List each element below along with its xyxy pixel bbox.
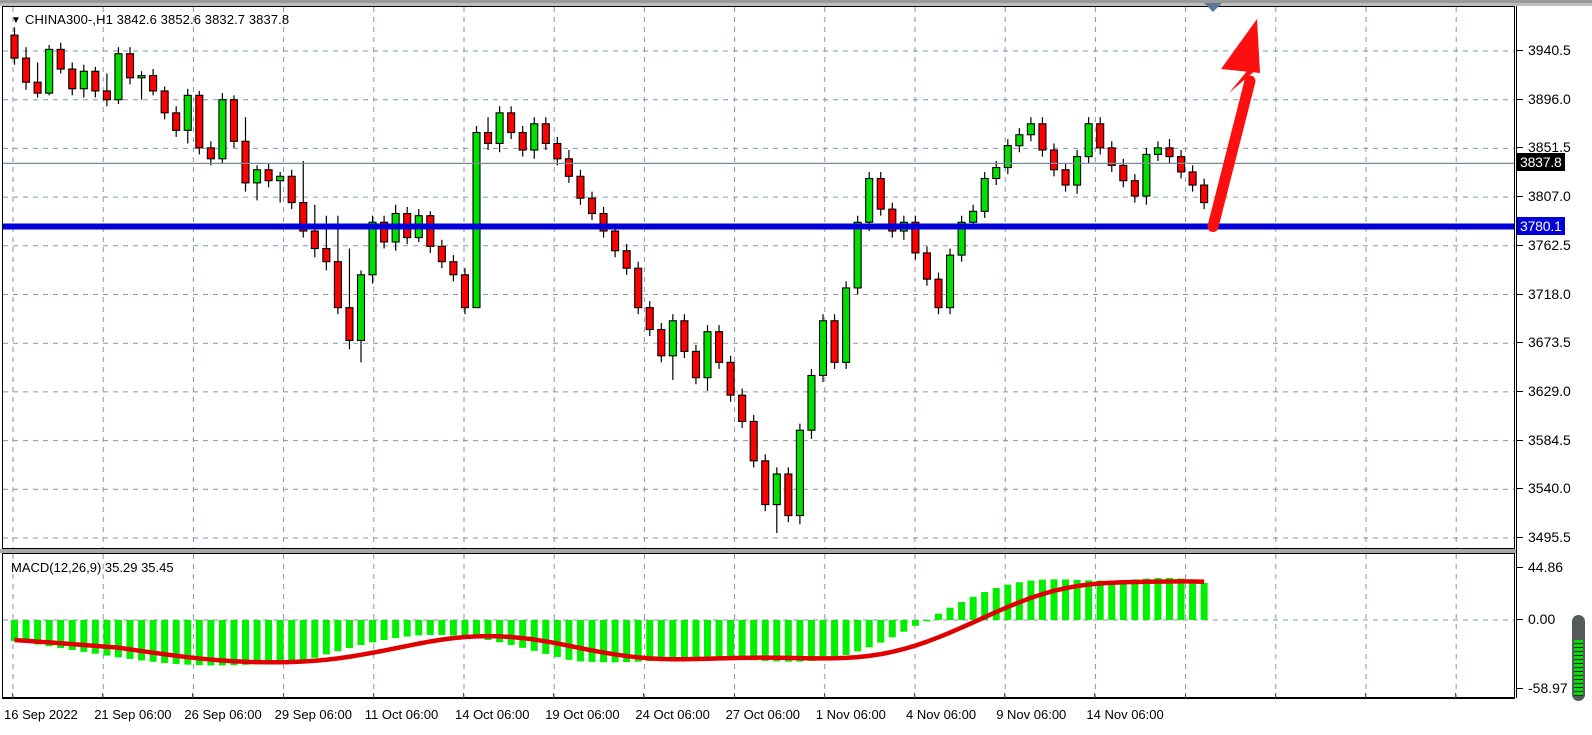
time-axis-label: 9 Nov 06:00 xyxy=(996,707,1067,722)
price-axis-label: 3584.5 xyxy=(1528,431,1571,448)
time-axis-label: 1 Nov 06:00 xyxy=(815,707,886,722)
macd-label: MACD(12,26,9) 35.29 35.45 xyxy=(11,560,174,575)
bar-marker-icon xyxy=(1204,3,1222,12)
time-axis-label: 4 Nov 06:00 xyxy=(906,707,977,722)
triangle-down-icon[interactable]: ▼ xyxy=(11,15,21,26)
time-axis-label: 16 Sep 2022 xyxy=(4,707,78,722)
time-axis-tick xyxy=(823,693,825,698)
up-trend-arrow xyxy=(1207,19,1260,233)
macd-axis-tick xyxy=(1516,619,1523,620)
time-axis-label: 21 Sep 06:00 xyxy=(94,707,172,722)
time-axis-label: 14 Nov 06:00 xyxy=(1086,707,1164,722)
time-axis-tick xyxy=(733,693,735,698)
price-axis-label: 3540.0 xyxy=(1528,480,1571,497)
time-axis-tick xyxy=(1004,693,1006,698)
time-axis-label: 11 Oct 06:00 xyxy=(364,707,439,722)
time-axis-label: 27 Oct 06:00 xyxy=(725,707,801,722)
time-axis-tick xyxy=(1094,693,1096,698)
price-axis-label: 3762.5 xyxy=(1528,236,1571,253)
time-axis-label: 19 Oct 06:00 xyxy=(545,707,620,722)
scroll-handle-stripes xyxy=(1574,640,1583,696)
current-price-badge: 3837.8 xyxy=(1517,153,1565,172)
time-axis-tick xyxy=(12,693,13,698)
time-axis-tick xyxy=(553,693,555,698)
time-axis-tick xyxy=(1455,693,1457,698)
macd-axis-tick xyxy=(1516,688,1523,689)
price-axis-label: 3940.5 xyxy=(1528,42,1571,58)
price-axis-tick xyxy=(1516,147,1523,149)
chart-header: ▼ CHINA300-,H1 3842.6 3852.6 3832.7 3837.… xyxy=(11,12,289,27)
price-chart-canvas xyxy=(3,7,1514,548)
price-axis-label: 3629.0 xyxy=(1528,382,1571,399)
price-chart-pane[interactable]: ▼ CHINA300-,H1 3842.6 3852.6 3832.7 3837.… xyxy=(2,6,1515,549)
macd-axis-tick xyxy=(1516,567,1523,568)
time-axis[interactable]: 16 Sep 2022 21 Sep 06:00 26 Sep 06:00 29 Se… xyxy=(2,693,1515,734)
level-line-price-badge[interactable]: 3780.1 xyxy=(1517,216,1565,235)
macd-indicator-pane[interactable]: MACD(12,26,9) 35.29 35.45 xyxy=(2,553,1515,698)
time-axis-tick xyxy=(372,693,374,698)
time-axis-tick xyxy=(463,693,464,698)
price-axis-label: 3673.5 xyxy=(1528,334,1571,351)
macd-axis-label: -58.97 xyxy=(1528,680,1568,696)
time-axis-tick xyxy=(1274,693,1276,698)
time-axis-label: 29 Sep 06:00 xyxy=(274,707,352,722)
pane-divider[interactable] xyxy=(0,549,1592,553)
time-axis-tick xyxy=(643,693,645,698)
time-axis-tick xyxy=(192,693,194,698)
price-axis[interactable]: 3940.5 3896.0 3851.5 3807.0 3762.5 3718.0 3673… xyxy=(1516,6,1592,698)
price-axis-label: 3807.0 xyxy=(1528,188,1571,205)
macd-chart-canvas xyxy=(3,554,1514,697)
price-axis-tick xyxy=(1516,98,1523,100)
price-axis-label: 3851.5 xyxy=(1528,139,1571,156)
price-axis-line xyxy=(1516,6,1517,698)
price-axis-tick xyxy=(1516,196,1523,198)
time-axis-tick xyxy=(102,693,104,698)
price-axis-tick xyxy=(1516,390,1523,392)
macd-axis-label: 0.00 xyxy=(1528,611,1556,627)
time-axis-line xyxy=(2,698,1515,699)
price-axis-tick xyxy=(1516,537,1523,538)
time-axis-label: 26 Sep 06:00 xyxy=(184,707,262,722)
time-axis-label: 14 Oct 06:00 xyxy=(455,707,530,722)
price-axis-tick xyxy=(1516,293,1523,295)
price-axis-tick xyxy=(1516,342,1523,344)
price-axis-label: 3896.0 xyxy=(1528,90,1571,107)
price-axis-tick xyxy=(1516,50,1523,51)
price-axis-tick xyxy=(1516,244,1523,246)
price-axis-tick xyxy=(1516,488,1523,490)
window-top-border-inner xyxy=(0,3,1592,6)
macd-axis-label: 44.86 xyxy=(1528,559,1564,575)
time-axis-tick xyxy=(1184,693,1186,698)
price-axis-label: 3495.5 xyxy=(1528,529,1571,545)
time-axis-tick xyxy=(914,693,915,698)
price-axis-label: 3718.0 xyxy=(1528,285,1571,302)
time-axis-label: 24 Oct 06:00 xyxy=(635,707,710,722)
time-axis-tick xyxy=(282,693,284,698)
price-axis-tick xyxy=(1516,439,1523,441)
time-axis-tick xyxy=(1365,693,1366,698)
chart-header-text: CHINA300-,H1 3842.6 3852.6 3832.7 3837.8 xyxy=(25,12,290,27)
